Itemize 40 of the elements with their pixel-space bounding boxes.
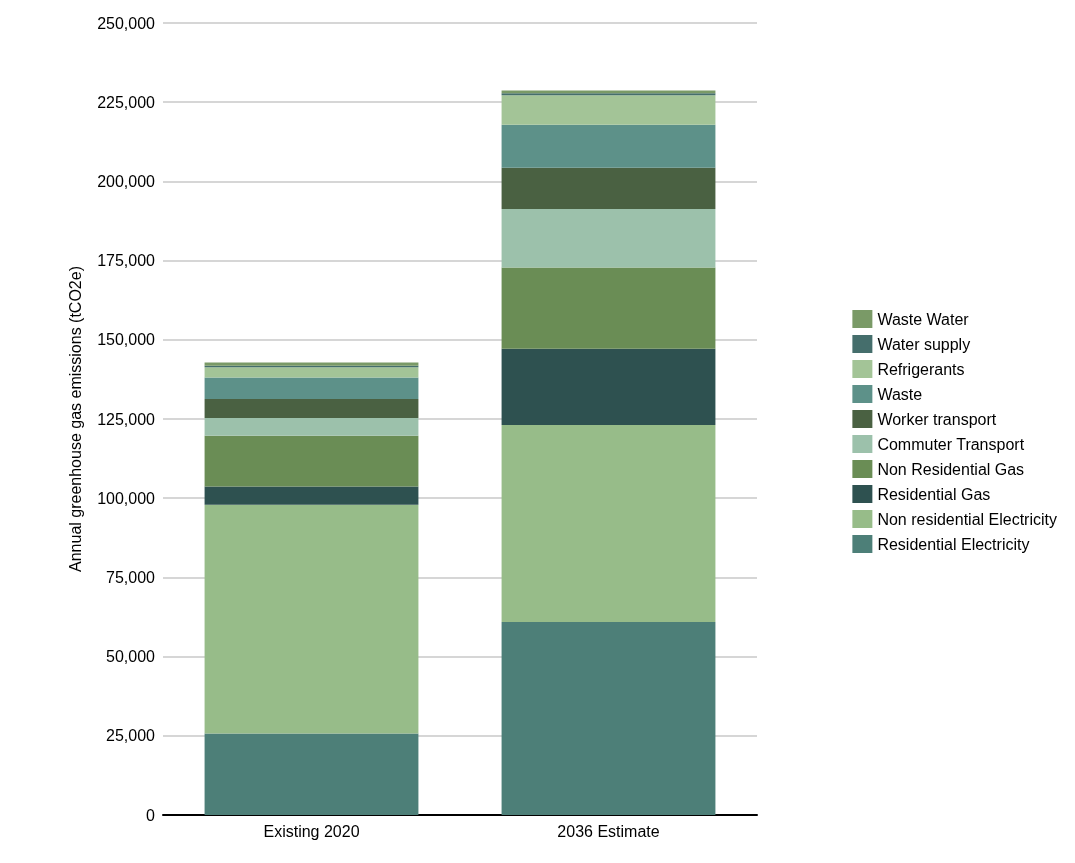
- bar: [501, 167, 716, 209]
- legend-label: Water supply: [877, 335, 971, 353]
- legend-label: Non Residential Gas: [877, 460, 1025, 478]
- y-tick-label: 50,000: [106, 648, 156, 666]
- y-tick-label: 100,000: [97, 489, 156, 507]
- legend-label: Waste Water: [877, 310, 970, 328]
- bar: [501, 267, 716, 349]
- legend-label: Waste: [877, 385, 923, 403]
- y-tick-label: 175,000: [97, 252, 156, 270]
- bar: [501, 124, 716, 168]
- bar: [204, 486, 419, 505]
- y-tick-label: 125,000: [97, 410, 156, 428]
- y-tick-label: 150,000: [97, 331, 156, 349]
- legend-label: Residential Electricity: [877, 535, 1030, 553]
- y-tick-label: 0: [146, 806, 156, 824]
- bar: [501, 425, 716, 623]
- legend-label: Non residential Electricity: [877, 510, 1057, 528]
- y-tick-label: 250,000: [97, 14, 156, 32]
- legend-label: Commuter Transport: [877, 435, 1025, 453]
- y-tick-label: 200,000: [97, 172, 156, 190]
- y-tick-label: 225,000: [97, 93, 156, 111]
- bar: [501, 208, 716, 268]
- y-tick-label: 25,000: [106, 727, 156, 745]
- x-tick-label: 2036 Estimate: [557, 822, 660, 840]
- bar: [204, 418, 419, 436]
- bar: [501, 348, 716, 426]
- legend-label: Refrigerants: [877, 360, 965, 378]
- y-tick-label: 75,000: [106, 568, 156, 586]
- x-tick-label: Existing 2020: [263, 822, 360, 840]
- bar: [501, 622, 716, 815]
- bar: [204, 733, 419, 815]
- bar: [501, 95, 716, 125]
- bar: [204, 504, 419, 734]
- y-axis-title: Annual greenhouse gas emissions (tCO2e): [66, 266, 84, 572]
- bar: [204, 377, 419, 400]
- legend-label: Worker transport: [877, 410, 997, 428]
- bar: [204, 435, 419, 487]
- bar: [204, 367, 419, 378]
- bar: [204, 399, 419, 419]
- legend-label: Residential Gas: [877, 485, 991, 503]
